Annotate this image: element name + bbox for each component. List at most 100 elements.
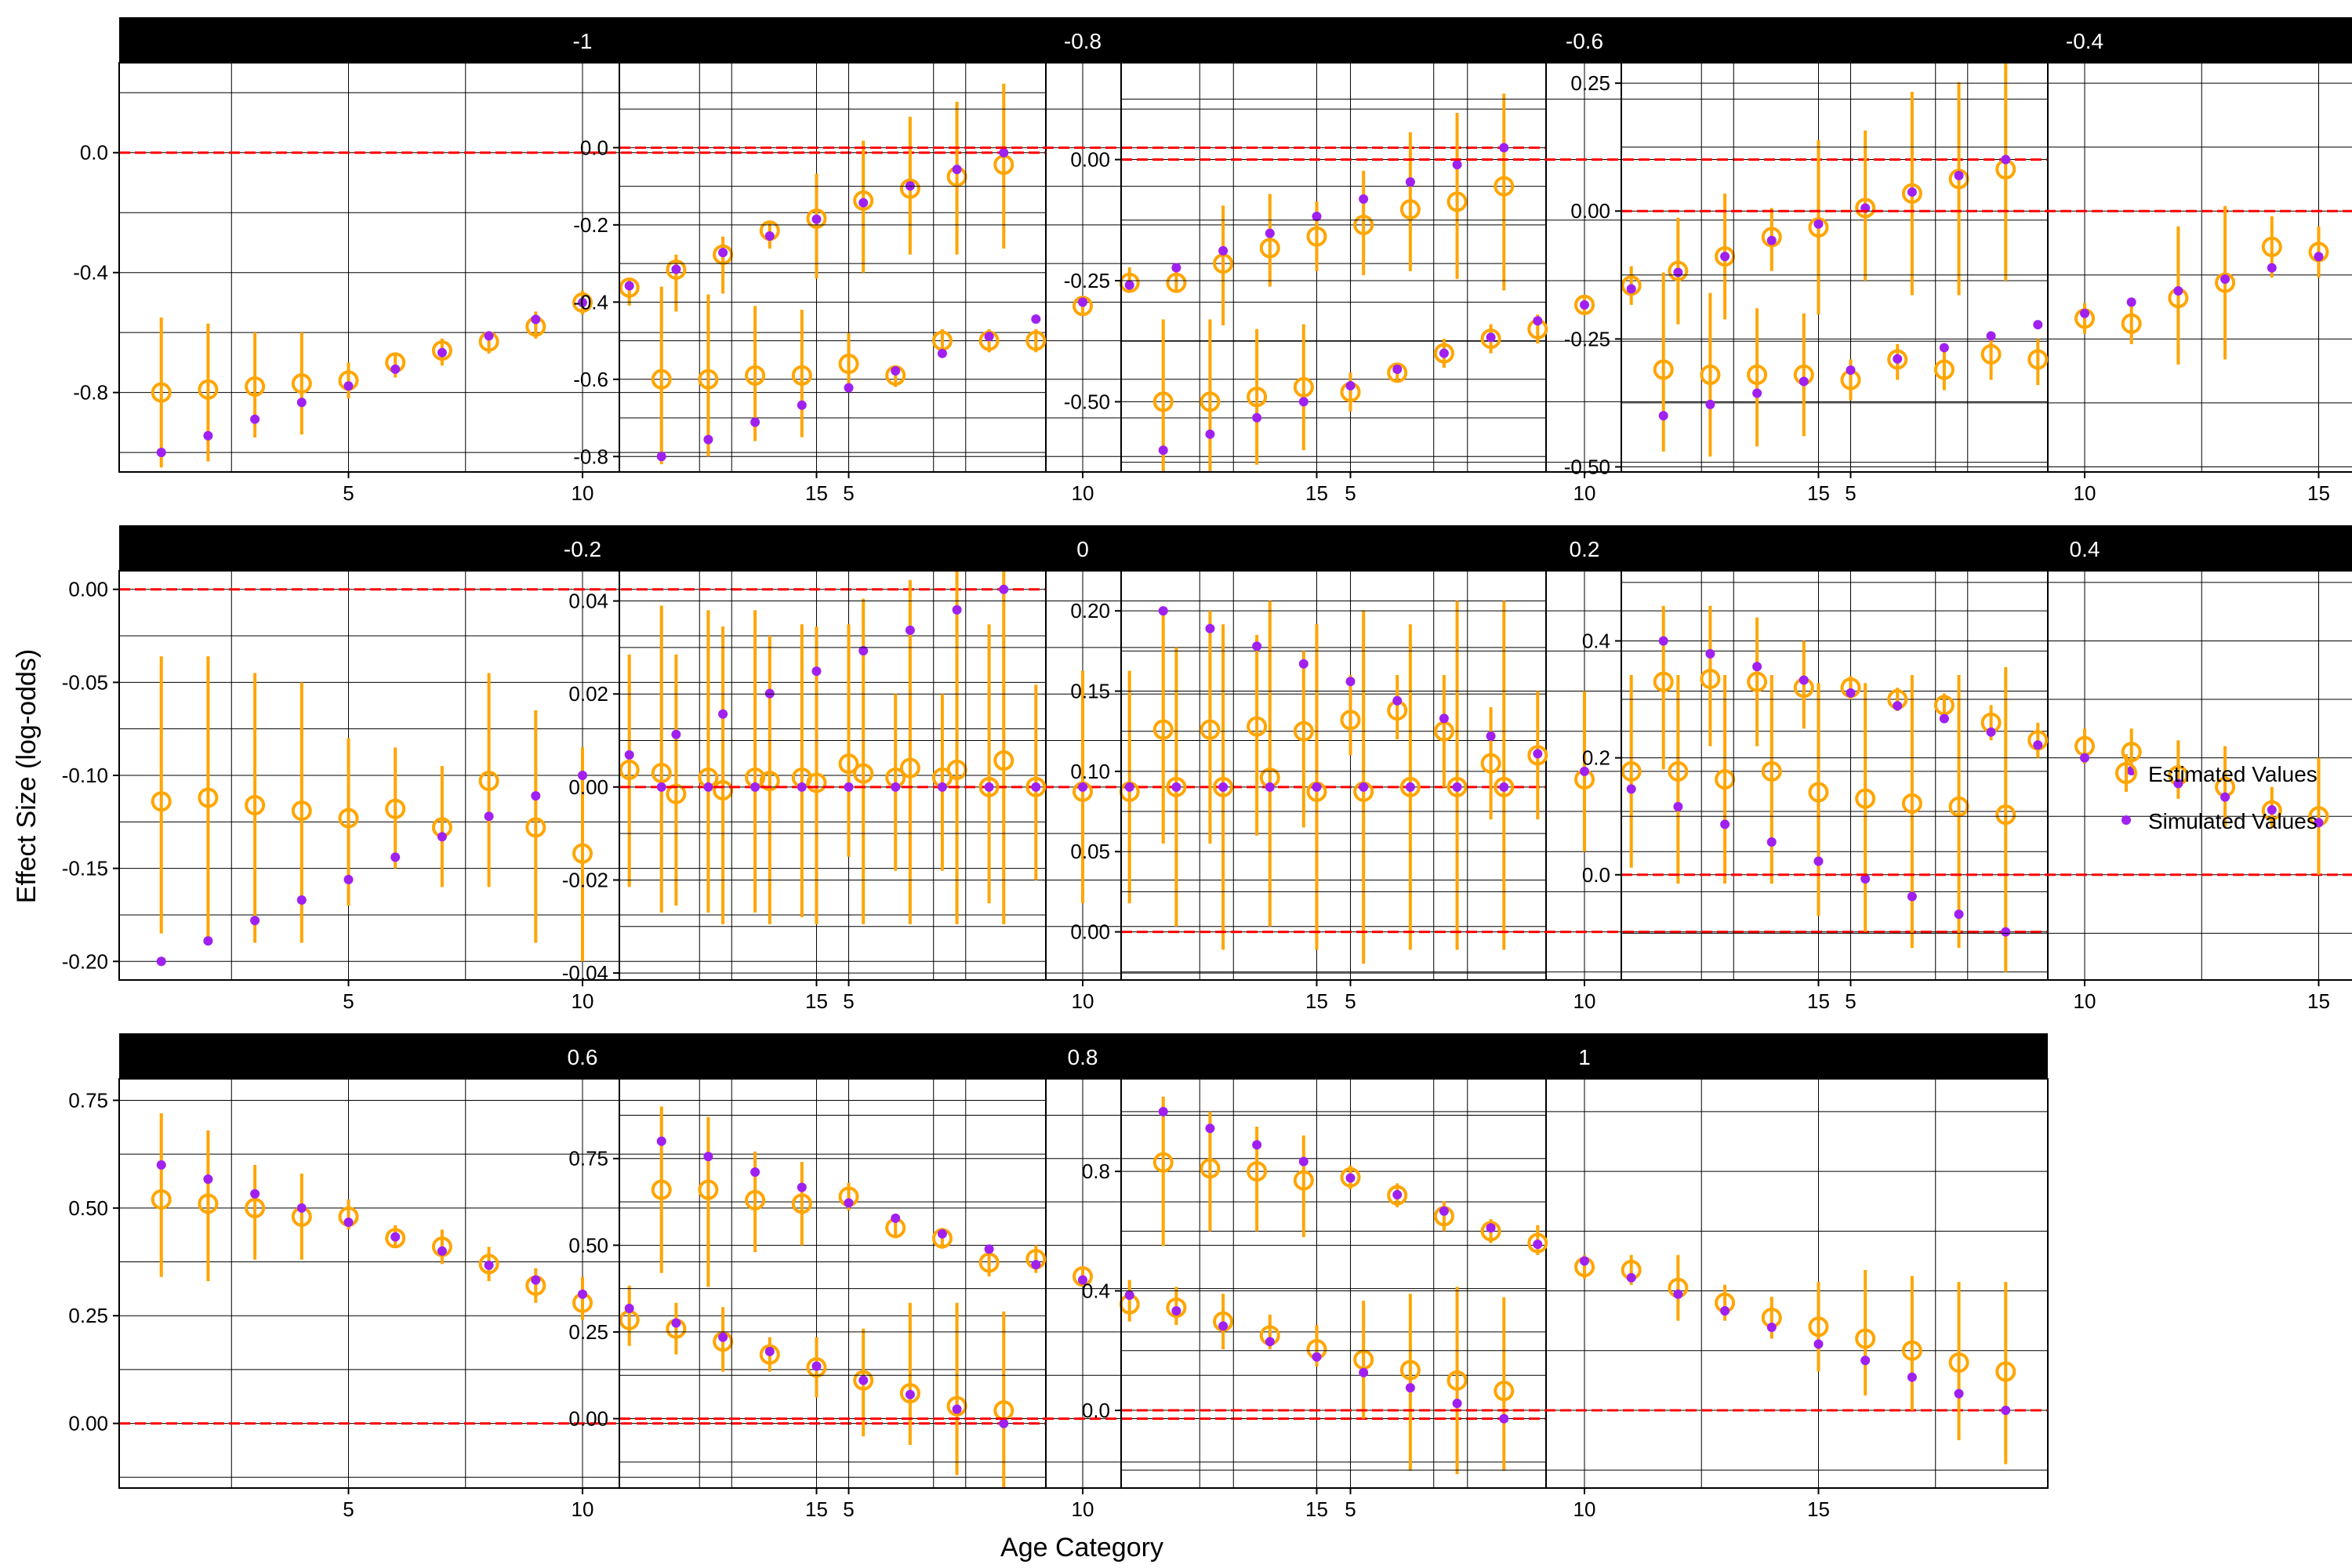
data-marks xyxy=(1152,63,2016,472)
facet-strip-label: 0.2 xyxy=(1570,537,1600,561)
simulated-point xyxy=(858,1375,869,1385)
simulated-point xyxy=(858,198,869,208)
estimated-point xyxy=(853,190,874,211)
simulated-point xyxy=(343,874,354,884)
facet-strip-label: 0 xyxy=(1076,537,1089,561)
estimated-point xyxy=(1995,804,2016,826)
estimated-point xyxy=(619,277,640,298)
simulated-point xyxy=(797,400,807,410)
estimated-point xyxy=(151,791,172,812)
estimated-point xyxy=(1480,1221,1501,1242)
estimated-point xyxy=(1761,227,1782,248)
estimated-point xyxy=(1259,238,1280,259)
simulated-point xyxy=(1359,1367,1369,1377)
simulated-point xyxy=(390,364,401,374)
data-marks xyxy=(651,1106,1515,1475)
simulated-point xyxy=(1031,1260,1041,1270)
data-marks xyxy=(651,601,1515,964)
simulated-point xyxy=(811,1361,822,1371)
simulated-point xyxy=(156,448,166,458)
simulated-point xyxy=(1813,856,1824,866)
estimated-point xyxy=(1995,1361,2016,1382)
simulated-point xyxy=(1265,228,1275,238)
simulated-point xyxy=(1673,801,1683,811)
x-tick-label: 10 xyxy=(572,989,594,1013)
y-tick-label: 0.0 xyxy=(1082,1399,1110,1422)
y-tick-label: 0.25 xyxy=(1570,71,1610,95)
simulated-point xyxy=(952,1404,962,1414)
x-tick-label: 10 xyxy=(1072,989,1094,1013)
simulated-point xyxy=(1171,782,1181,792)
simulated-point xyxy=(656,1136,666,1146)
y-tick-label: 0.2 xyxy=(1582,746,1610,770)
gridlines xyxy=(1621,571,2352,980)
simulated-point xyxy=(1252,641,1262,652)
estimated-point xyxy=(899,757,920,779)
simulated-point xyxy=(999,147,1009,158)
estimated-point xyxy=(791,1193,812,1214)
simulated-point xyxy=(1954,1388,1964,1399)
simulated-point xyxy=(1486,731,1496,741)
simulated-point xyxy=(891,365,901,376)
simulated-point xyxy=(1405,782,1415,792)
simulated-point xyxy=(624,281,634,291)
estimated-point xyxy=(1761,760,1782,782)
estimated-point xyxy=(1653,671,1674,692)
estimated-point xyxy=(978,1252,1000,1273)
y-tick-label: -0.4 xyxy=(73,261,108,285)
simulated-point xyxy=(1720,819,1730,829)
estimated-point xyxy=(431,340,452,361)
simulated-point xyxy=(1499,143,1509,153)
x-tick-label: 5 xyxy=(343,989,354,1013)
y-tick-label: -0.4 xyxy=(573,290,608,314)
estimated-point xyxy=(2261,800,2282,821)
x-tick-label: 15 xyxy=(1305,1497,1328,1521)
simulated-point xyxy=(578,297,587,307)
simulated-point xyxy=(656,782,666,792)
estimated-point xyxy=(1747,365,1768,386)
y-tick-label: 0.05 xyxy=(1070,840,1110,863)
estimated-point xyxy=(1621,275,1642,296)
estimated-point xyxy=(1668,760,1689,782)
estimated-point xyxy=(1901,1340,1922,1361)
simulated-point xyxy=(1907,891,1917,902)
estimated-point xyxy=(385,1228,406,1249)
simulated-point xyxy=(891,1213,901,1223)
simulated-point xyxy=(952,165,962,175)
y-tick-label: -0.25 xyxy=(1564,327,1610,350)
simulated-point xyxy=(703,1152,713,1162)
x-tick-label: 15 xyxy=(1305,989,1328,1013)
simulated-point xyxy=(1533,316,1543,326)
simulated-point xyxy=(1893,354,1903,364)
simulated-point xyxy=(1580,1256,1589,1266)
simulated-point xyxy=(1252,412,1262,423)
simulated-point xyxy=(484,1260,494,1270)
estimated-point xyxy=(198,379,219,400)
data-marks xyxy=(1653,605,2329,875)
y-tick-label: 0.00 xyxy=(568,1407,608,1431)
estimated-point xyxy=(1527,1232,1548,1254)
facet-panel: -0.4 -0.50 -0.25 0.00 0.25 5 10 15 xyxy=(1564,17,2352,505)
simulated-point xyxy=(296,1203,307,1213)
estimated-point xyxy=(1247,387,1268,408)
legend-item-estimated: Estimated Values xyxy=(2115,754,2318,792)
legend: Estimated Values Simulated Values xyxy=(2115,754,2318,833)
estimated-point xyxy=(1446,191,1468,212)
simulated-point xyxy=(1218,1321,1229,1331)
estimated-point xyxy=(291,800,312,822)
simulated-point xyxy=(797,1182,807,1192)
legend-estimated-label: Estimated Values xyxy=(2148,762,2318,786)
simulated-point xyxy=(1626,1272,1636,1283)
simulated-point xyxy=(1439,713,1449,724)
gridlines xyxy=(1121,1079,2048,1488)
estimated-point xyxy=(2261,236,2282,257)
simulated-point xyxy=(1766,235,1777,245)
simulated-point xyxy=(718,709,728,719)
simulated-point xyxy=(1580,766,1589,776)
estimated-point xyxy=(572,843,593,864)
simulated-point xyxy=(1265,782,1275,792)
estimated-point xyxy=(1399,776,1421,797)
estimated-point xyxy=(151,1189,172,1210)
simulated-point xyxy=(203,1174,213,1185)
y-tick-label: -0.8 xyxy=(73,381,108,405)
